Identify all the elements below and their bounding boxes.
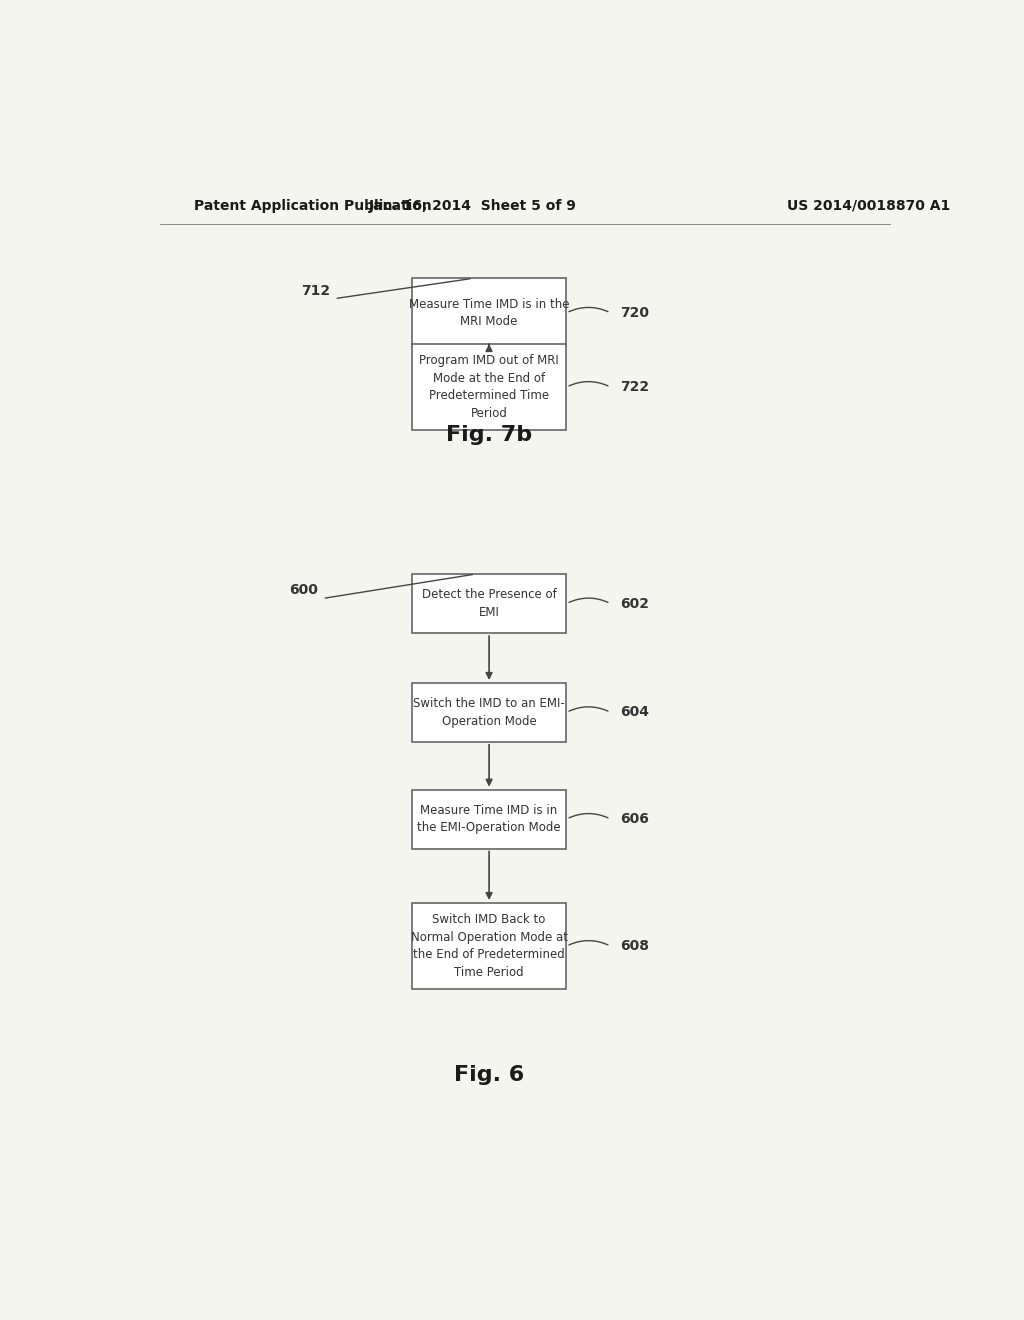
Text: 602: 602 xyxy=(620,597,649,611)
Text: Fig. 7b: Fig. 7b xyxy=(446,425,532,445)
Bar xyxy=(412,789,566,849)
Text: Fig. 6: Fig. 6 xyxy=(454,1065,524,1085)
Bar xyxy=(412,345,566,430)
Text: Detect the Presence of
EMI: Detect the Presence of EMI xyxy=(422,589,556,619)
Text: 604: 604 xyxy=(620,705,649,719)
Text: 600: 600 xyxy=(290,583,318,598)
Text: Patent Application Publication: Patent Application Publication xyxy=(194,199,432,213)
Bar xyxy=(412,574,566,634)
Text: 712: 712 xyxy=(301,284,331,297)
Text: US 2014/0018870 A1: US 2014/0018870 A1 xyxy=(786,199,950,213)
Text: Switch the IMD to an EMI-
Operation Mode: Switch the IMD to an EMI- Operation Mode xyxy=(414,697,565,727)
Text: 606: 606 xyxy=(620,812,649,826)
Text: Jan. 16, 2014  Sheet 5 of 9: Jan. 16, 2014 Sheet 5 of 9 xyxy=(370,199,578,213)
Text: Program IMD out of MRI
Mode at the End of
Predetermined Time
Period: Program IMD out of MRI Mode at the End o… xyxy=(419,354,559,420)
Text: Measure Time IMD is in the
MRI Mode: Measure Time IMD is in the MRI Mode xyxy=(409,297,569,329)
Bar xyxy=(412,903,566,989)
Bar xyxy=(412,279,566,347)
Text: 722: 722 xyxy=(620,380,649,395)
Text: 720: 720 xyxy=(620,306,649,319)
Bar xyxy=(412,682,566,742)
Text: 608: 608 xyxy=(620,939,649,953)
Text: Switch IMD Back to
Normal Operation Mode at
the End of Predetermined
Time Period: Switch IMD Back to Normal Operation Mode… xyxy=(411,913,567,979)
Text: Measure Time IMD is in
the EMI-Operation Mode: Measure Time IMD is in the EMI-Operation… xyxy=(417,804,561,834)
